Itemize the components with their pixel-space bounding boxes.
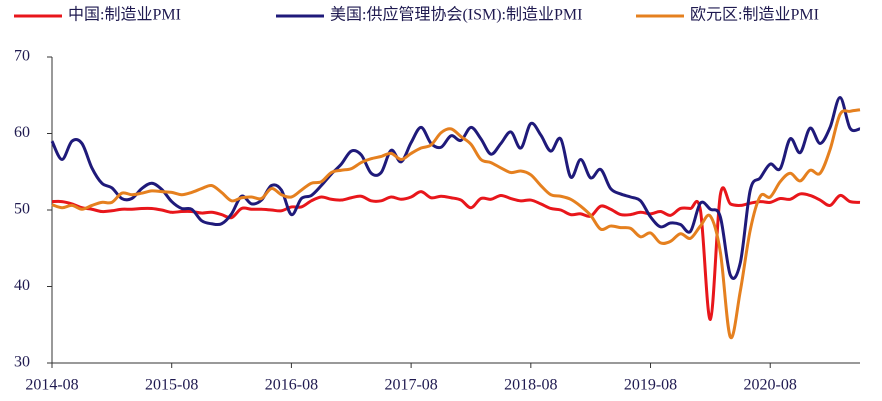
- y-tick-label: 70: [14, 48, 30, 65]
- series-line: [51, 108, 861, 340]
- series-line: [50, 96, 861, 280]
- x-tick-label: 2014-08: [25, 377, 78, 394]
- series-line: [51, 186, 861, 321]
- y-tick-label: 60: [14, 124, 30, 141]
- x-tick-label: 2015-08: [145, 377, 198, 394]
- y-tick-label: 40: [14, 277, 30, 294]
- x-tick-label: 2016-08: [265, 377, 318, 394]
- x-tick-label: 2017-08: [384, 377, 437, 394]
- legend-label: 中国:制造业PMI: [68, 6, 181, 24]
- x-tick-label: 2018-08: [504, 377, 557, 394]
- legend-label: 欧元区:制造业PMI: [690, 6, 819, 24]
- x-tick-label: 2019-08: [624, 377, 677, 394]
- y-tick-label: 30: [14, 354, 30, 371]
- y-tick-label: 50: [14, 201, 30, 218]
- x-tick-label: 2020-08: [744, 377, 797, 394]
- legend-label: 美国:供应管理协会(ISM):制造业PMI: [330, 5, 582, 24]
